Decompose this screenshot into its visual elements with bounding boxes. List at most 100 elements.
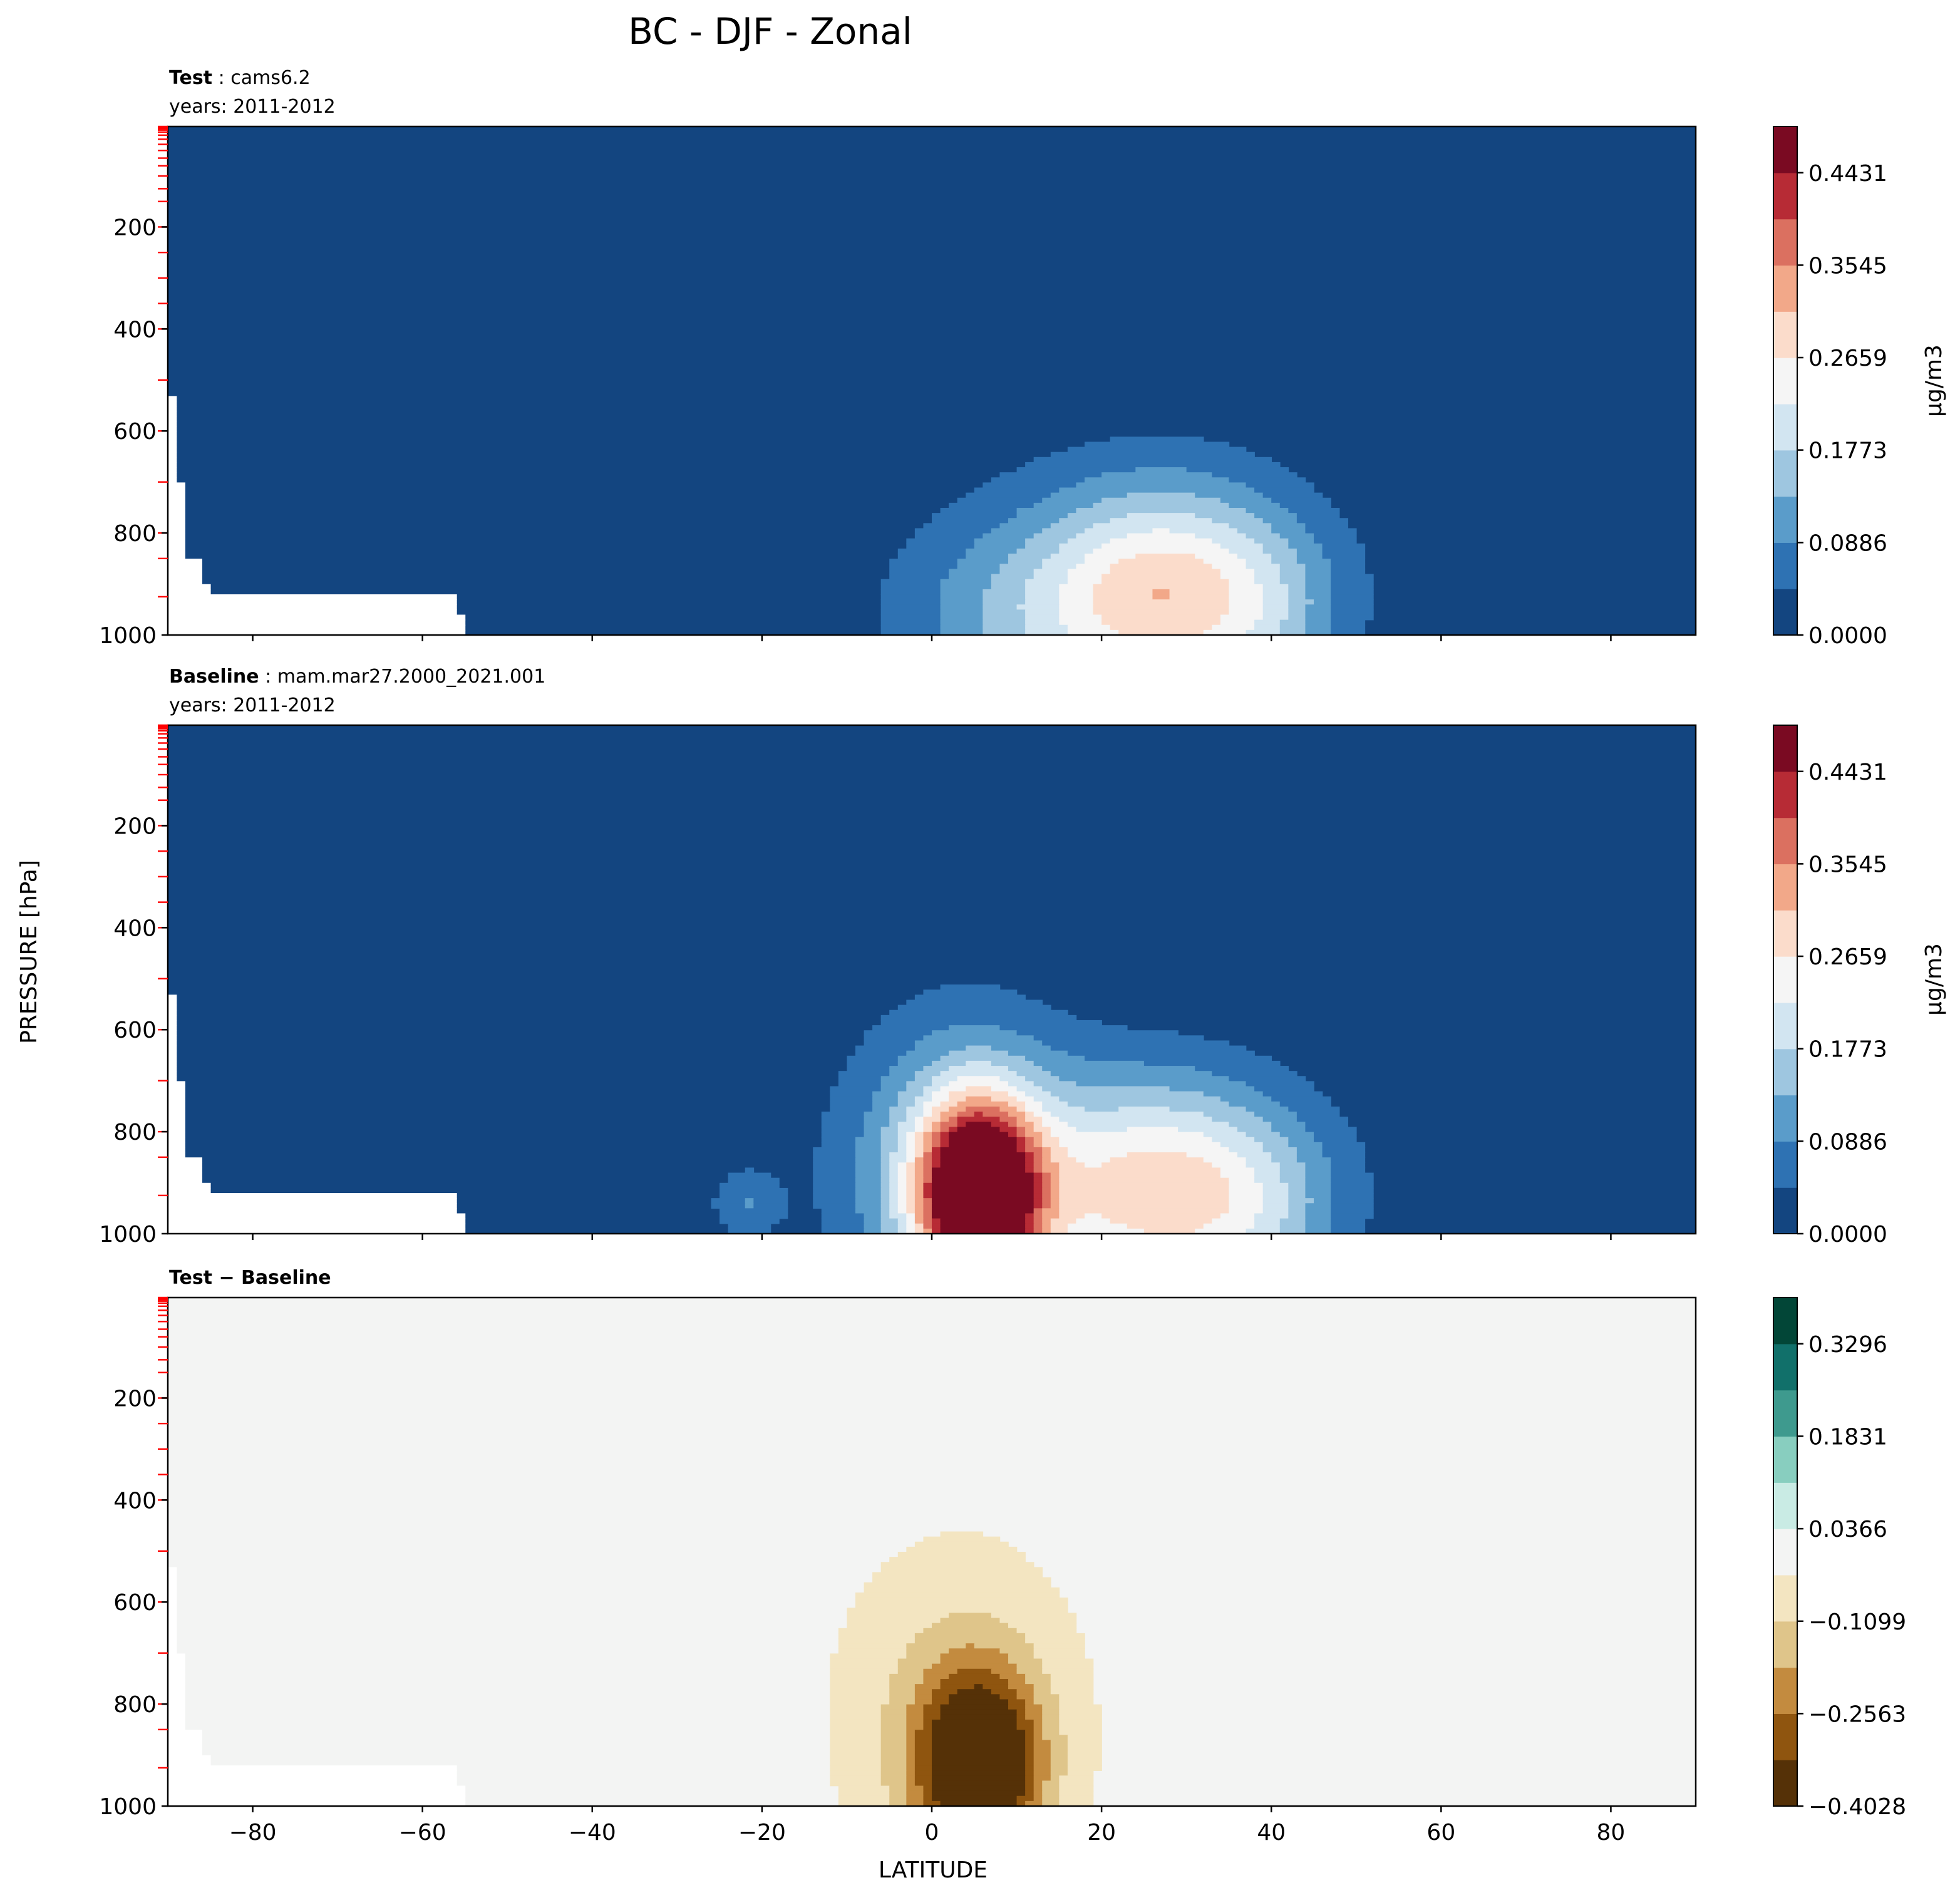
contour-cell — [813, 1172, 856, 1179]
contour-cell — [1296, 1157, 1331, 1164]
contour-cell — [1050, 492, 1128, 498]
contour-cell — [1254, 574, 1281, 580]
contour-cell — [1262, 543, 1289, 549]
contour-cell — [1033, 1198, 1043, 1204]
mask-cell — [168, 579, 203, 585]
contour-cell — [864, 1213, 882, 1219]
colorbar-segment — [1773, 126, 1797, 173]
contour-cell — [1042, 1785, 1060, 1792]
contour-cell — [1059, 1096, 1221, 1102]
colorbar-frame — [1773, 126, 1798, 636]
contour-cell — [1288, 1137, 1314, 1143]
contour-cell — [1059, 609, 1094, 616]
contour-cell — [932, 513, 1018, 519]
contour-cell — [1331, 599, 1374, 606]
contour-cell — [914, 1193, 924, 1199]
contour-cell — [1296, 554, 1323, 559]
contour-cell — [889, 1679, 924, 1685]
contour-cell — [949, 1127, 958, 1133]
contour-cell — [855, 1603, 1068, 1609]
contour-cell — [1279, 1223, 1306, 1229]
contour-cell — [991, 528, 1043, 534]
contour-cell — [821, 1122, 865, 1128]
contour-cell — [1059, 1203, 1230, 1209]
y-tick-label: 200 — [113, 813, 157, 839]
contour-cell — [1288, 1142, 1323, 1148]
contour-cell — [940, 1122, 958, 1128]
contour-cell — [991, 579, 1026, 585]
mask-cell — [168, 1208, 457, 1214]
mask-cell — [168, 457, 177, 463]
contour-cell — [932, 1091, 949, 1097]
contour-cell — [1059, 1172, 1221, 1179]
contour-cell — [949, 574, 992, 580]
contour-cell — [914, 1223, 924, 1229]
contour-cell — [1059, 1785, 1094, 1792]
contour-cell — [906, 1147, 916, 1153]
contour-cell — [1059, 1177, 1230, 1184]
contour-cell — [974, 1112, 984, 1118]
contour-cell — [1016, 508, 1077, 514]
mask-cell — [168, 1618, 177, 1624]
contour-cell — [1008, 1658, 1043, 1665]
contour-cell — [949, 1142, 1018, 1148]
contour-field — [168, 725, 1696, 1234]
contour-cell — [889, 1182, 899, 1189]
x-axis-label: LATITUDE — [879, 1857, 988, 1883]
contour-cell — [1305, 1177, 1331, 1184]
contour-cell — [838, 1648, 907, 1655]
contour-cell — [1331, 574, 1374, 580]
contour-cell — [966, 1107, 1001, 1112]
contour-cell — [932, 1228, 941, 1234]
contour-cell — [940, 1228, 1026, 1234]
contour-cell — [880, 589, 941, 595]
contour-cell — [1016, 1668, 1043, 1675]
contour-cell — [1025, 1091, 1051, 1097]
contour-cell — [830, 1719, 882, 1725]
contour-cell — [880, 1725, 907, 1730]
mask-cell — [168, 1223, 466, 1229]
contour-cell — [923, 1679, 941, 1685]
contour-cell — [1025, 609, 1060, 616]
contour-cell — [897, 1658, 941, 1665]
contour-cell — [1059, 1117, 1213, 1123]
contour-cell — [1050, 523, 1094, 529]
contour-cell — [906, 1132, 916, 1138]
panel-baseline: Baseline : mam.mar27.2000_2021.001 years:… — [99, 666, 1947, 1247]
contour-cell — [906, 1228, 916, 1234]
contour-cell — [906, 1152, 916, 1158]
contour-cell — [923, 1157, 932, 1164]
contour-cell — [1033, 1790, 1043, 1797]
contour-cell — [1042, 1182, 1051, 1189]
contour-cell — [1262, 1203, 1289, 1209]
contour-cell — [966, 1086, 992, 1092]
contour-cell — [1042, 559, 1085, 565]
contour-cell — [914, 1198, 924, 1204]
contour-cell — [949, 1096, 967, 1102]
contour-cell — [1025, 462, 1281, 468]
mask-cell — [168, 1081, 185, 1087]
contour-cell — [940, 1071, 1018, 1077]
contour-cell — [1262, 492, 1323, 498]
contour-cell — [1033, 1137, 1043, 1143]
colorbar-tick-label: 0.0366 — [1808, 1517, 1887, 1542]
mask-cell — [168, 1198, 457, 1204]
contour-cell — [897, 1142, 907, 1148]
contour-cell — [821, 1218, 865, 1224]
contour-cell — [1118, 559, 1204, 565]
mask-cell — [168, 467, 177, 473]
contour-cell — [923, 1117, 941, 1123]
mask-cell — [168, 1603, 177, 1609]
contour-cell — [923, 1193, 932, 1199]
contour-cell — [1067, 1765, 1102, 1771]
contour-cell — [1195, 1228, 1247, 1234]
contour-cell — [1246, 629, 1281, 636]
contour-cell — [923, 1182, 932, 1189]
contour-cell — [906, 1704, 924, 1710]
contour-cell — [1050, 1045, 1247, 1051]
contour-cell — [889, 1800, 907, 1807]
contour-cell — [1331, 604, 1374, 611]
contour-cell — [1254, 1086, 1314, 1092]
contour-cell — [889, 1673, 924, 1680]
contour-cell — [889, 569, 949, 575]
